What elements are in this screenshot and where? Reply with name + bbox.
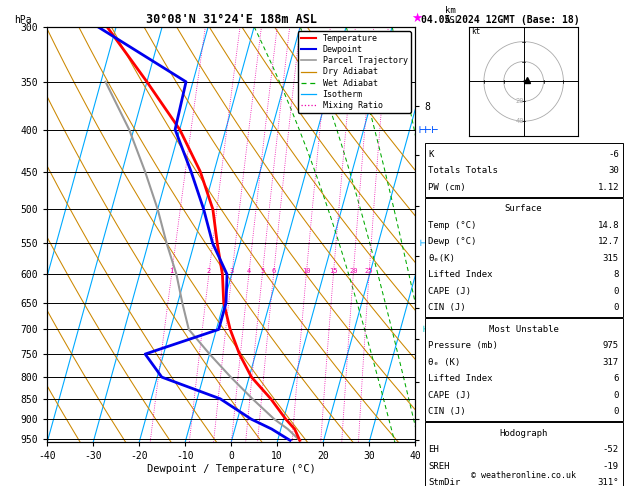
- Text: Temp (°C): Temp (°C): [428, 221, 477, 229]
- Text: ⊢⊢⊢: ⊢⊢⊢: [418, 124, 438, 135]
- Text: CIN (J): CIN (J): [428, 407, 466, 416]
- Text: hPa: hPa: [14, 15, 31, 25]
- Text: 0: 0: [613, 303, 619, 312]
- Text: Most Unstable: Most Unstable: [489, 325, 559, 333]
- Text: 1.12: 1.12: [598, 183, 619, 191]
- Text: 12.7: 12.7: [598, 237, 619, 246]
- Text: 8: 8: [613, 270, 619, 279]
- Text: 0: 0: [613, 287, 619, 295]
- Text: 0: 0: [613, 391, 619, 399]
- Text: -52: -52: [603, 445, 619, 454]
- Legend: Temperature, Dewpoint, Parcel Trajectory, Dry Adiabat, Wet Adiabat, Isotherm, Mi: Temperature, Dewpoint, Parcel Trajectory…: [298, 31, 411, 113]
- Text: 2: 2: [207, 268, 211, 275]
- Text: ★: ★: [411, 12, 422, 25]
- Text: 4: 4: [247, 268, 251, 275]
- Text: 6: 6: [613, 374, 619, 383]
- Text: 317: 317: [603, 358, 619, 366]
- Text: Lifted Index: Lifted Index: [428, 374, 493, 383]
- Text: 0: 0: [613, 407, 619, 416]
- Text: CAPE (J): CAPE (J): [428, 391, 471, 399]
- Text: .: .: [425, 435, 431, 445]
- Text: kt: kt: [471, 27, 480, 35]
- Text: km
ASL: km ASL: [445, 6, 460, 25]
- Text: 311°: 311°: [598, 478, 619, 486]
- Text: ⊢⊣: ⊢⊣: [423, 325, 434, 334]
- Text: 10: 10: [302, 268, 311, 275]
- Text: 40: 40: [516, 118, 524, 124]
- Text: Dewp (°C): Dewp (°C): [428, 237, 477, 246]
- Text: PW (cm): PW (cm): [428, 183, 466, 191]
- Text: 3: 3: [230, 268, 234, 275]
- Text: 6: 6: [272, 268, 276, 275]
- Text: Totals Totals: Totals Totals: [428, 166, 498, 175]
- Text: CIN (J): CIN (J): [428, 303, 466, 312]
- Text: 14.8: 14.8: [598, 221, 619, 229]
- X-axis label: Dewpoint / Temperature (°C): Dewpoint / Temperature (°C): [147, 464, 316, 474]
- Text: -19: -19: [603, 462, 619, 470]
- Text: 04.05.2024 12GMT (Base: 18): 04.05.2024 12GMT (Base: 18): [421, 15, 580, 25]
- Text: Pressure (mb): Pressure (mb): [428, 341, 498, 350]
- Y-axis label: Mixing Ratio (g/kg): Mixing Ratio (g/kg): [446, 179, 455, 290]
- Text: 25: 25: [365, 268, 373, 275]
- Text: EH: EH: [428, 445, 439, 454]
- Text: ⊢⊢⊢: ⊢⊢⊢: [420, 238, 437, 248]
- Text: θₑ (K): θₑ (K): [428, 358, 460, 366]
- Text: CAPE (J): CAPE (J): [428, 287, 471, 295]
- Title: 30°08'N 31°24'E 188m ASL: 30°08'N 31°24'E 188m ASL: [146, 13, 316, 26]
- Text: 30: 30: [608, 166, 619, 175]
- Text: 20: 20: [516, 98, 524, 104]
- Text: Surface: Surface: [505, 204, 542, 213]
- Text: © weatheronline.co.uk: © weatheronline.co.uk: [471, 471, 576, 480]
- Text: 5: 5: [260, 268, 264, 275]
- Text: StmDir: StmDir: [428, 478, 460, 486]
- Text: Lifted Index: Lifted Index: [428, 270, 493, 279]
- Text: ⊢: ⊢: [425, 394, 431, 404]
- Text: θₑ(K): θₑ(K): [428, 254, 455, 262]
- Text: 15: 15: [329, 268, 338, 275]
- Text: 1: 1: [169, 268, 174, 275]
- Text: SREH: SREH: [428, 462, 450, 470]
- Text: -6: -6: [608, 150, 619, 158]
- Text: 315: 315: [603, 254, 619, 262]
- Text: K: K: [428, 150, 434, 158]
- Text: 975: 975: [603, 341, 619, 350]
- Text: 20: 20: [349, 268, 357, 275]
- Text: Hodograph: Hodograph: [499, 429, 548, 437]
